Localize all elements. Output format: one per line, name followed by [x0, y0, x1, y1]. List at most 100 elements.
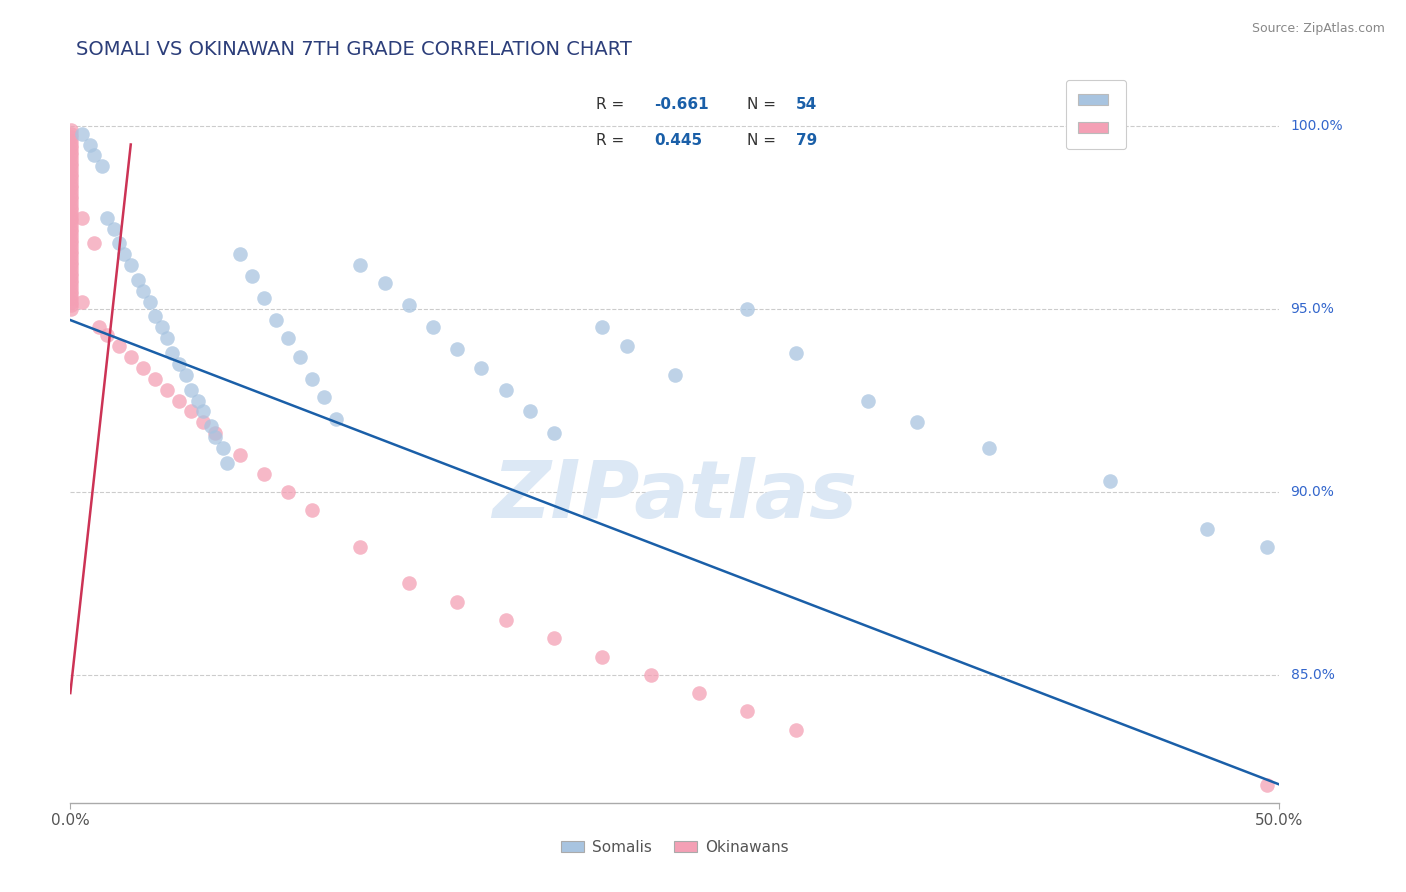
- Point: [785, 346, 807, 360]
- Point: [59, 200, 82, 214]
- Point: [59, 156, 82, 170]
- Legend: Somalis, Okinawans: Somalis, Okinawans: [555, 834, 794, 861]
- Point: [143, 310, 166, 324]
- Point: [59, 258, 82, 272]
- Text: 95.0%: 95.0%: [1291, 302, 1334, 316]
- Point: [374, 277, 396, 291]
- Point: [193, 404, 215, 418]
- Point: [59, 127, 82, 141]
- Point: [253, 467, 276, 481]
- Point: [253, 291, 276, 305]
- Point: [59, 280, 82, 294]
- Point: [349, 540, 371, 554]
- Point: [59, 203, 82, 218]
- Point: [688, 686, 710, 700]
- Point: [160, 346, 183, 360]
- Point: [59, 236, 82, 251]
- Point: [204, 430, 226, 444]
- Point: [398, 298, 420, 312]
- Point: [167, 357, 190, 371]
- Text: ZIPatlas: ZIPatlas: [492, 457, 858, 534]
- Point: [59, 254, 82, 268]
- Point: [204, 426, 226, 441]
- Point: [59, 240, 82, 254]
- Point: [59, 163, 82, 178]
- Point: [150, 320, 173, 334]
- Point: [519, 404, 541, 418]
- Point: [59, 193, 82, 207]
- Point: [446, 343, 468, 357]
- Text: 0.445: 0.445: [654, 133, 703, 148]
- Point: [79, 137, 101, 152]
- Point: [591, 649, 613, 664]
- Point: [301, 371, 323, 385]
- Point: [591, 320, 613, 334]
- Point: [156, 331, 179, 345]
- Point: [107, 339, 129, 353]
- Text: R =: R =: [596, 133, 630, 148]
- Point: [301, 503, 323, 517]
- Point: [288, 350, 311, 364]
- Point: [59, 218, 82, 232]
- Point: [1256, 778, 1278, 792]
- Point: [59, 145, 82, 159]
- Point: [543, 632, 565, 646]
- Point: [59, 178, 82, 192]
- Point: [176, 368, 198, 382]
- Point: [107, 236, 129, 251]
- Point: [132, 360, 155, 375]
- Point: [59, 247, 82, 261]
- Point: [59, 123, 82, 137]
- Text: 79: 79: [796, 133, 817, 148]
- Point: [143, 371, 166, 385]
- Point: [59, 211, 82, 225]
- Text: N =: N =: [748, 133, 782, 148]
- Point: [495, 613, 517, 627]
- Point: [59, 207, 82, 221]
- Point: [59, 214, 82, 228]
- Point: [83, 236, 105, 251]
- Point: [59, 225, 82, 239]
- Text: 54: 54: [796, 96, 817, 112]
- Point: [59, 167, 82, 181]
- Point: [1256, 540, 1278, 554]
- Point: [59, 291, 82, 305]
- Point: [470, 360, 492, 375]
- Point: [211, 441, 233, 455]
- Point: [664, 368, 686, 382]
- Point: [785, 723, 807, 737]
- Point: [59, 294, 82, 309]
- Point: [905, 416, 928, 430]
- Point: [59, 273, 82, 287]
- Point: [264, 313, 287, 327]
- Point: [59, 188, 82, 202]
- Point: [156, 383, 179, 397]
- Point: [217, 456, 239, 470]
- Point: [120, 258, 142, 272]
- Point: [59, 141, 82, 155]
- Text: 100.0%: 100.0%: [1291, 120, 1343, 133]
- Point: [72, 127, 94, 141]
- Point: [495, 383, 517, 397]
- Point: [59, 160, 82, 174]
- Point: [228, 247, 250, 261]
- Point: [277, 331, 299, 345]
- Point: [59, 266, 82, 280]
- Point: [167, 393, 190, 408]
- Text: 85.0%: 85.0%: [1291, 668, 1334, 681]
- Text: 90.0%: 90.0%: [1291, 485, 1334, 499]
- Point: [89, 320, 111, 334]
- Point: [737, 705, 759, 719]
- Point: [59, 251, 82, 265]
- Point: [59, 137, 82, 152]
- Point: [90, 160, 112, 174]
- Text: R =: R =: [596, 96, 630, 112]
- Point: [96, 327, 118, 342]
- Point: [616, 339, 638, 353]
- Point: [59, 302, 82, 317]
- Point: [1195, 522, 1218, 536]
- Point: [180, 404, 202, 418]
- Point: [112, 247, 135, 261]
- Text: -0.661: -0.661: [654, 96, 709, 112]
- Point: [193, 416, 215, 430]
